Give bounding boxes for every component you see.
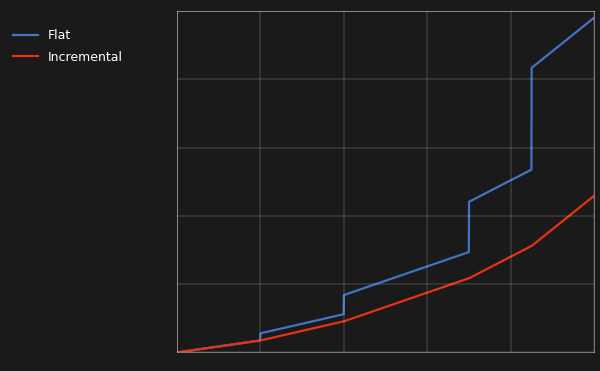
Flat [173,350,181,355]
Line: Incremental: Incremental [177,196,594,352]
Flat [578,25,586,30]
Flat [578,26,585,30]
Incremental [502,257,509,262]
Line: Flat: Flat [177,18,594,352]
Flat [502,181,509,185]
Incremental [590,194,598,198]
Incremental [365,311,373,315]
Flat [365,284,373,289]
Flat [194,347,202,352]
Incremental [578,204,585,208]
Legend: Flat, Incremental: Flat, Incremental [8,24,128,69]
Flat [590,16,598,20]
Incremental [194,347,202,352]
Incremental [376,307,383,311]
Flat [376,280,383,285]
Incremental [578,203,586,208]
Incremental [173,350,181,355]
